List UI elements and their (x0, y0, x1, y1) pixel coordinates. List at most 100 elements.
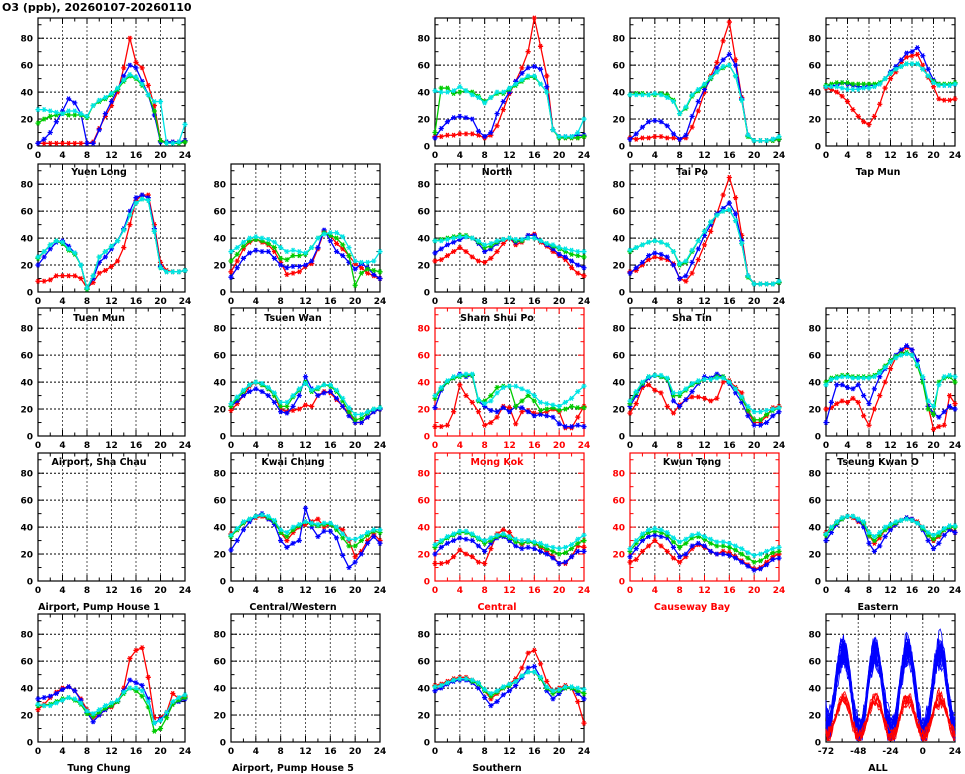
series-markers-cyan (823, 513, 958, 540)
svg-text:20: 20 (213, 712, 226, 722)
svg-text:8: 8 (278, 747, 284, 757)
svg-text:24: 24 (374, 747, 387, 757)
svg-text:20: 20 (20, 712, 33, 722)
svg-text:20: 20 (612, 262, 625, 272)
panel-label: Causeway Bay (653, 602, 731, 613)
svg-text:16: 16 (130, 586, 143, 596)
svg-text:60: 60 (417, 658, 430, 668)
panel-label: Tai Po (676, 167, 708, 178)
svg-text:4: 4 (457, 441, 463, 451)
svg-text:40: 40 (20, 235, 33, 245)
svg-text:20: 20 (927, 441, 940, 451)
series-markers-cyan (228, 230, 383, 265)
svg-text:24: 24 (949, 586, 962, 596)
svg-text:8: 8 (866, 586, 872, 596)
svg-text:4: 4 (844, 441, 850, 451)
chart-panel: 0 20 40 60 80 0 4 8 12 16 20 24 Central (402, 449, 592, 613)
svg-text:40: 40 (612, 235, 625, 245)
svg-text:12: 12 (299, 586, 312, 596)
svg-text:4: 4 (652, 441, 658, 451)
svg-text:20: 20 (553, 441, 566, 451)
svg-text:20: 20 (553, 586, 566, 596)
series-markers-cyan (35, 685, 188, 726)
svg-text:0: 0 (619, 143, 625, 153)
svg-text:0: 0 (228, 441, 234, 451)
svg-text:40: 40 (213, 685, 226, 695)
svg-text:12: 12 (105, 297, 118, 307)
svg-text:0: 0 (27, 433, 33, 443)
svg-text:80: 80 (612, 35, 625, 45)
svg-text:20: 20 (808, 712, 821, 722)
svg-text:24: 24 (179, 151, 192, 161)
svg-text:12: 12 (884, 441, 897, 451)
svg-text:16: 16 (528, 151, 541, 161)
svg-text:8: 8 (84, 151, 90, 161)
series-markers-cyan (823, 61, 958, 92)
series-markers-blue (228, 227, 383, 282)
svg-text:12: 12 (503, 297, 516, 307)
svg-text:20: 20 (20, 551, 33, 561)
series-markers-cyan (432, 73, 587, 140)
svg-text:20: 20 (808, 116, 821, 126)
panel-label: Kwun Tong (662, 457, 722, 468)
svg-text:12: 12 (105, 747, 118, 757)
svg-text:8: 8 (84, 586, 90, 596)
svg-text:4: 4 (844, 151, 850, 161)
svg-text:80: 80 (808, 35, 821, 45)
panel-label: North (481, 167, 513, 178)
svg-text:24: 24 (773, 151, 786, 161)
svg-text:80: 80 (417, 181, 430, 191)
svg-text:24: 24 (374, 297, 387, 307)
svg-text:8: 8 (482, 586, 488, 596)
svg-text:40: 40 (808, 685, 821, 695)
svg-text:20: 20 (213, 551, 226, 561)
svg-text:16: 16 (723, 586, 736, 596)
svg-text:0: 0 (27, 578, 33, 588)
svg-text:80: 80 (612, 470, 625, 480)
chart-panel: 0 20 40 60 80 0 4 8 12 16 20 24 Central/Western (198, 449, 388, 613)
svg-text:-72: -72 (818, 747, 834, 757)
series-markers-cyan (432, 528, 587, 552)
series-markers-cyan (35, 72, 188, 146)
svg-text:8: 8 (278, 297, 284, 307)
panel-label: Airport, Pump House 1 (38, 602, 160, 613)
svg-text:40: 40 (417, 379, 430, 389)
series-markers-cyan (627, 525, 782, 558)
series-markers-blue (228, 505, 383, 571)
svg-text:20: 20 (808, 551, 821, 561)
svg-text:12: 12 (503, 441, 516, 451)
svg-text:20: 20 (612, 406, 625, 416)
svg-text:40: 40 (417, 685, 430, 695)
svg-text:40: 40 (417, 89, 430, 99)
svg-text:0: 0 (432, 151, 438, 161)
series-markers-green (627, 528, 782, 565)
panel-label: Airport, Sha Chau (51, 457, 147, 468)
svg-text:20: 20 (417, 712, 430, 722)
svg-text:20: 20 (808, 406, 821, 416)
chart-panel: 0 20 40 60 80 -72 -48 -24 0 24 ALL (793, 610, 963, 774)
series-markers-red (823, 51, 958, 128)
svg-text:24: 24 (949, 441, 962, 451)
svg-text:24: 24 (578, 586, 591, 596)
series-markers-cyan (627, 207, 782, 287)
svg-text:80: 80 (213, 325, 226, 335)
svg-text:12: 12 (105, 151, 118, 161)
svg-text:12: 12 (503, 586, 516, 596)
chart-panel: 0 20 40 60 80 0 4 8 12 16 20 24 Tsuen Wan (198, 160, 388, 324)
svg-text:0: 0 (424, 578, 430, 588)
svg-text:8: 8 (84, 297, 90, 307)
series-markers-blue (432, 533, 587, 567)
svg-text:40: 40 (417, 524, 430, 534)
svg-text:0: 0 (627, 297, 633, 307)
svg-text:80: 80 (213, 470, 226, 480)
svg-text:40: 40 (808, 89, 821, 99)
svg-text:0: 0 (627, 441, 633, 451)
svg-text:0: 0 (27, 289, 33, 299)
svg-text:40: 40 (20, 685, 33, 695)
svg-text:40: 40 (213, 524, 226, 534)
chart-panel: 0 20 40 60 80 0 4 8 12 16 20 24 Yuen Long (5, 14, 193, 178)
svg-text:40: 40 (20, 89, 33, 99)
series-markers-green (228, 379, 383, 423)
svg-text:0: 0 (424, 433, 430, 443)
